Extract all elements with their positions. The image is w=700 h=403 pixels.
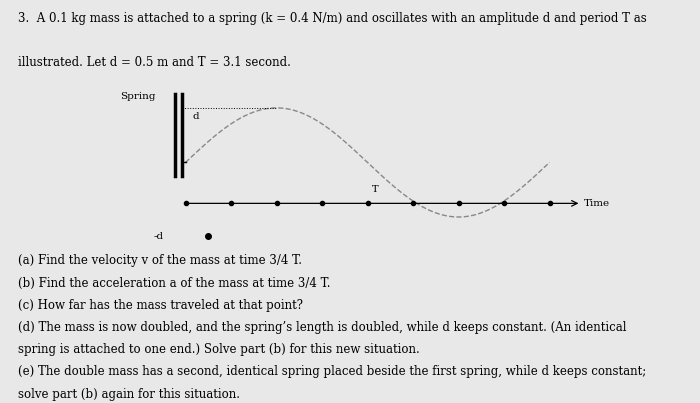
Text: Time: Time [584,199,610,208]
Text: (a) Find the velocity v of the mass at time 3/4 T.: (a) Find the velocity v of the mass at t… [18,254,302,268]
Text: Spring: Spring [120,91,156,100]
Text: (b) Find the acceleration a of the mass at time 3/4 T.: (b) Find the acceleration a of the mass … [18,276,330,290]
Text: solve part (b) again for this situation.: solve part (b) again for this situation. [18,388,239,401]
Text: illustrated. Let d = 0.5 m and T = 3.1 second.: illustrated. Let d = 0.5 m and T = 3.1 s… [18,56,290,69]
Text: 3.  A 0.1 kg mass is attached to a spring (k = 0.4 N/m) and oscillates with an a: 3. A 0.1 kg mass is attached to a spring… [18,12,646,25]
Text: (c) How far has the mass traveled at that point?: (c) How far has the mass traveled at tha… [18,299,302,312]
Text: -d: -d [154,232,164,241]
Text: d: d [193,112,199,121]
Text: (d) The mass is now doubled, and the spring’s length is doubled, while d keeps c: (d) The mass is now doubled, and the spr… [18,321,626,334]
Text: (e) The double mass has a second, identical spring placed beside the first sprin: (e) The double mass has a second, identi… [18,366,645,378]
Text: spring is attached to one end.) Solve part (b) for this new situation.: spring is attached to one end.) Solve pa… [18,343,419,356]
Text: T: T [372,185,379,194]
